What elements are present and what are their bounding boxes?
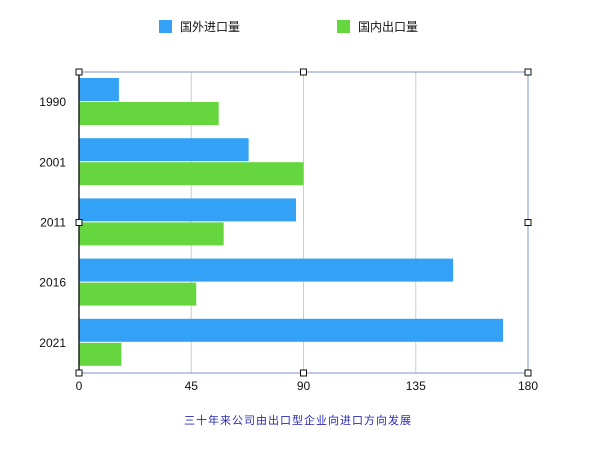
bar-import <box>79 138 249 162</box>
resize-handle[interactable] <box>75 219 83 226</box>
resize-handle[interactable] <box>75 68 83 76</box>
bar-export <box>79 342 122 366</box>
y-tick-label: 2001 <box>39 155 66 169</box>
bar-export <box>79 162 304 186</box>
bar-import <box>79 78 119 101</box>
y-tick-label: 1990 <box>39 95 66 109</box>
legend-swatch <box>159 20 172 33</box>
chart-caption: 三十年来公司由出口型企业向进口方向发展 <box>184 414 412 427</box>
bar-import <box>79 258 454 282</box>
bar-export <box>79 222 224 246</box>
resize-handle[interactable] <box>75 369 83 377</box>
bar-export <box>79 102 219 125</box>
resize-handle[interactable] <box>300 369 307 377</box>
y-tick-label: 2011 <box>40 216 66 230</box>
legend-label: 国外进口量 <box>180 20 240 34</box>
resize-handle[interactable] <box>524 219 532 226</box>
x-tick-label: 180 <box>518 379 538 393</box>
x-tick-label: 90 <box>297 379 311 393</box>
y-tick-label: 2016 <box>39 276 66 290</box>
bar-import <box>79 318 504 342</box>
legend-swatch <box>337 20 350 33</box>
y-tick-label: 2021 <box>39 336 66 350</box>
x-tick-label: 45 <box>185 379 199 393</box>
bar-export <box>79 282 197 306</box>
resize-handle[interactable] <box>300 68 307 76</box>
x-tick-label: 135 <box>406 379 426 393</box>
x-tick-label: 0 <box>76 379 83 393</box>
bar-import <box>79 198 297 222</box>
resize-handle[interactable] <box>524 369 532 377</box>
legend-label: 国内出口量 <box>358 20 418 34</box>
resize-handle[interactable] <box>524 68 532 76</box>
